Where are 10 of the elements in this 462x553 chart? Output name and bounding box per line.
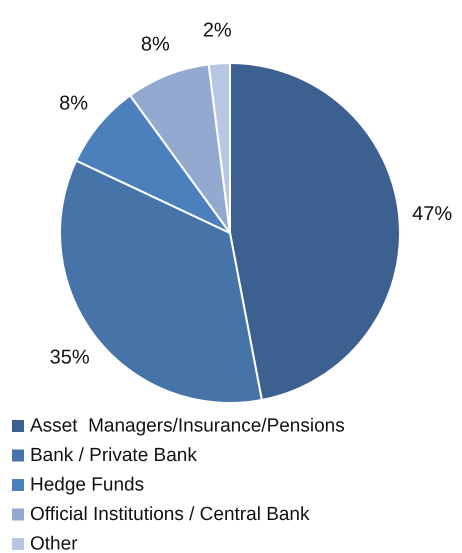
data-label: 8% <box>140 33 170 56</box>
data-label: 8% <box>59 92 88 115</box>
data-label: 47% <box>412 202 452 225</box>
data-label: 2% <box>202 19 232 42</box>
legend-label: Bank / Private Bank <box>30 445 198 466</box>
legend-label: Other <box>30 534 78 553</box>
data-label: 35% <box>50 346 90 368</box>
legend-label: Asset Managers/Insurance/Pensions <box>30 416 345 436</box>
legend-label: Hedge Funds <box>30 474 144 496</box>
legend-label: Official Institutions / Central Bank <box>30 504 310 525</box>
